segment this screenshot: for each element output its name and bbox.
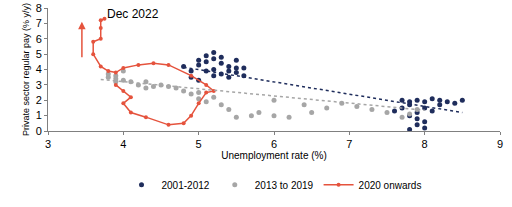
svg-text:2020 onwards: 2020 onwards xyxy=(359,180,422,191)
svg-text:6: 6 xyxy=(271,138,277,150)
svg-text:0: 0 xyxy=(36,125,42,137)
svg-text:8: 8 xyxy=(36,2,42,14)
svg-text:5: 5 xyxy=(196,138,202,150)
svg-text:7: 7 xyxy=(36,17,42,29)
svg-text:Private sector regular pay (%: Private sector regular pay (% y/y) xyxy=(21,3,31,136)
svg-text:3: 3 xyxy=(45,138,51,150)
svg-text:9: 9 xyxy=(497,138,503,150)
svg-text:2: 2 xyxy=(36,94,42,106)
svg-text:7: 7 xyxy=(346,138,352,150)
svg-text:Dec 2022: Dec 2022 xyxy=(107,7,159,21)
svg-text:6: 6 xyxy=(36,33,42,45)
svg-text:2001-2012: 2001-2012 xyxy=(162,180,210,191)
svg-text:5: 5 xyxy=(36,48,42,60)
svg-text:4: 4 xyxy=(36,63,42,75)
svg-text:1: 1 xyxy=(36,109,42,121)
svg-text:4: 4 xyxy=(120,138,126,150)
svg-text:Unemployment rate (%): Unemployment rate (%) xyxy=(221,150,327,161)
svg-text:3: 3 xyxy=(36,79,42,91)
svg-text:8: 8 xyxy=(422,138,428,150)
svg-text:2013 to 2019: 2013 to 2019 xyxy=(255,180,314,191)
